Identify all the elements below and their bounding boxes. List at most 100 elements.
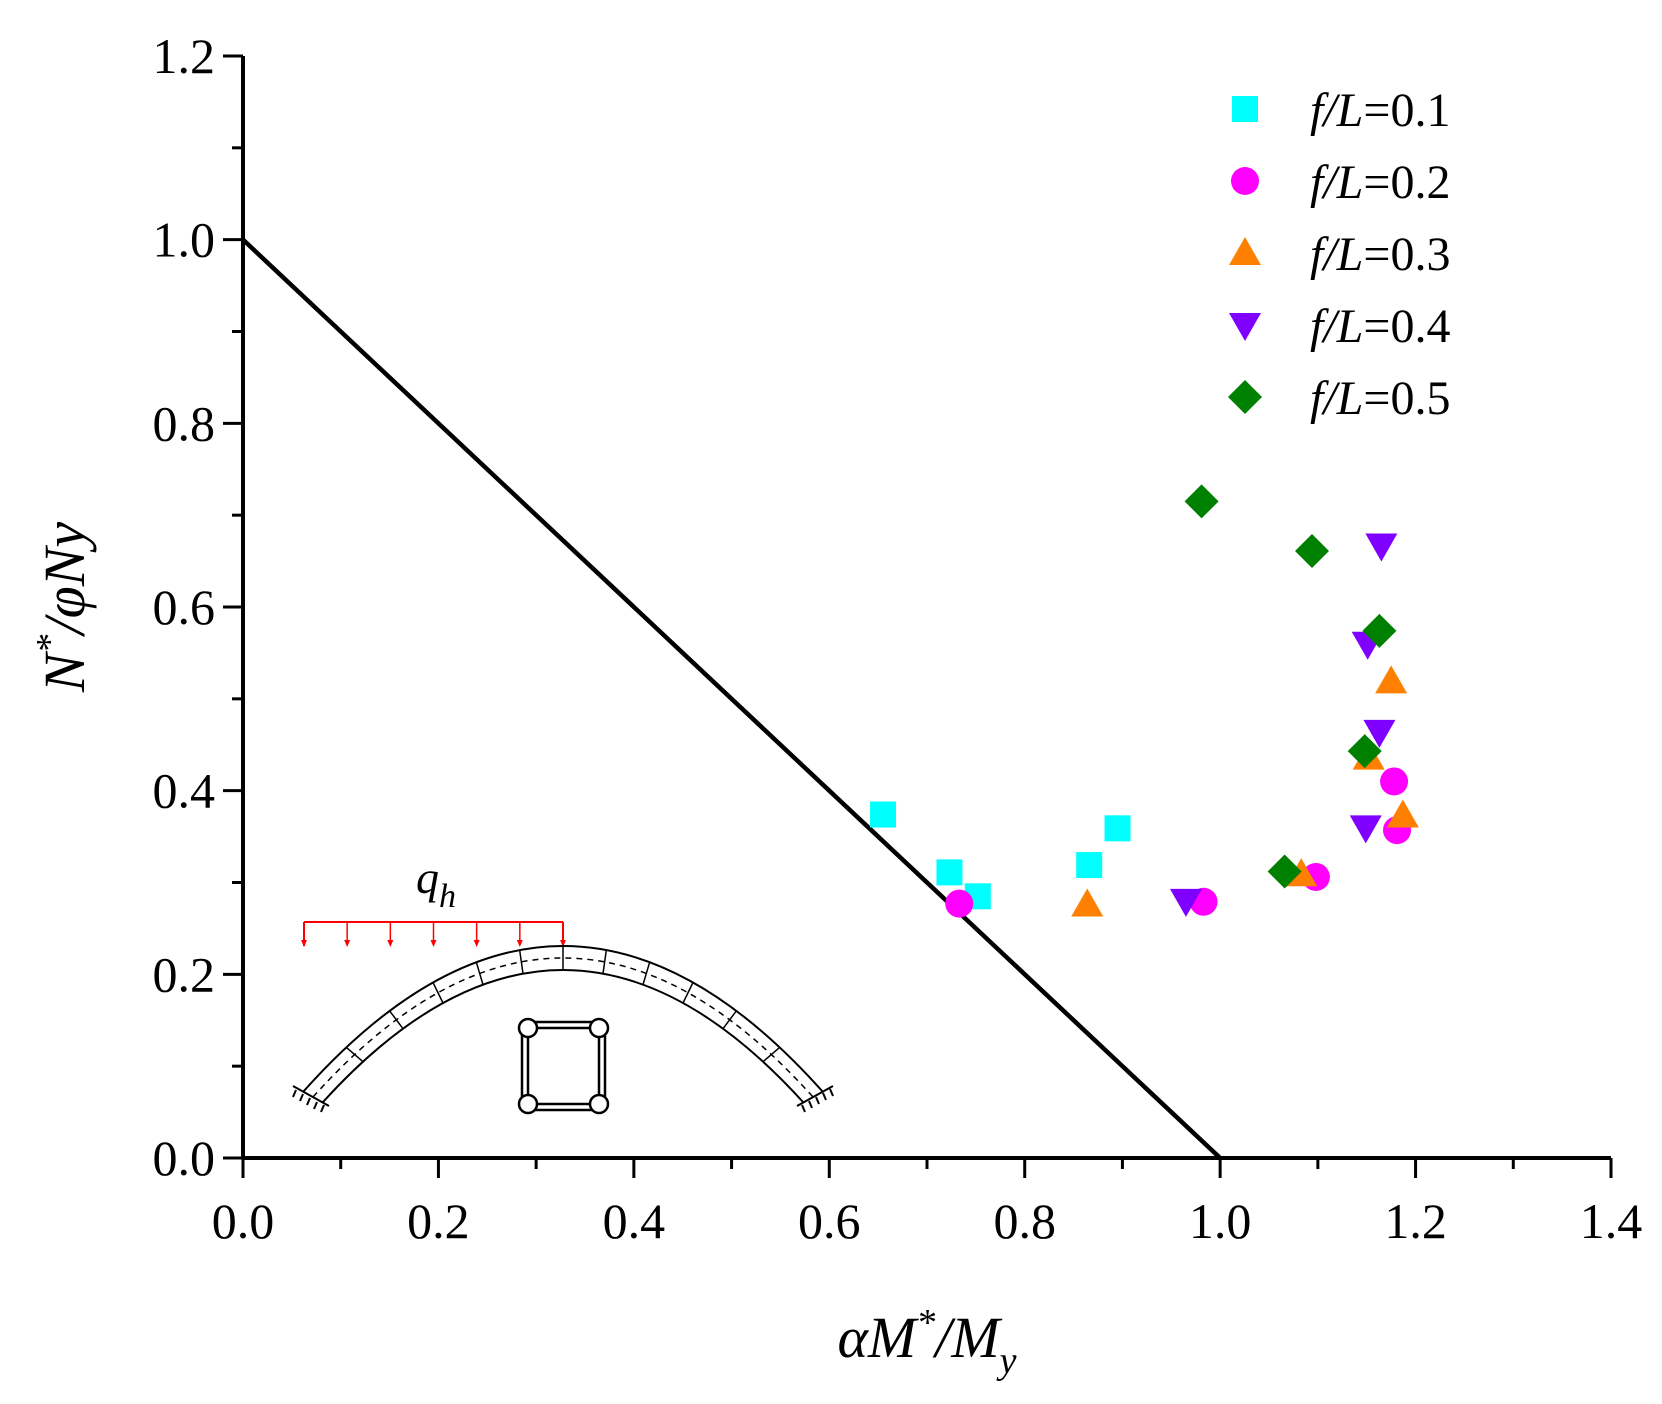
- load-arrowhead: [387, 940, 394, 947]
- x-title-sup: *: [916, 1302, 935, 1344]
- x-tick-label: 1.4: [1580, 1193, 1643, 1249]
- y-title-prefix: N: [32, 650, 97, 693]
- legend-label: f/L=0.2: [1310, 156, 1450, 209]
- y-tick-label: 0.4: [153, 763, 216, 819]
- legend-item: f/L=0.5: [1228, 372, 1450, 425]
- x-tick-label: 0.2: [407, 1193, 470, 1249]
- y-title-suffix: /φNy: [32, 522, 97, 638]
- chord-tube: [517, 1093, 539, 1115]
- series-layer: [870, 484, 1419, 918]
- x-tick-label: 0.6: [798, 1193, 861, 1249]
- load-label: qh: [416, 852, 456, 915]
- arch-segment: [475, 962, 484, 985]
- data-point: [1267, 854, 1302, 889]
- legend-item: f/L=0.2: [1231, 156, 1450, 209]
- legend-marker: [1229, 313, 1261, 341]
- legend-marker: [1229, 237, 1261, 265]
- chord-tube: [517, 1017, 539, 1039]
- y-tick-label: 0.8: [153, 395, 216, 451]
- series-square: [870, 801, 1131, 910]
- data-point: [1071, 888, 1104, 917]
- y-tick-label: 0.2: [153, 946, 216, 1002]
- data-point: [945, 889, 974, 918]
- distributed-load: [301, 921, 566, 947]
- arch-segment: [722, 1010, 737, 1030]
- y-title-sup: *: [29, 634, 71, 653]
- arch-segment: [762, 1046, 781, 1063]
- x-ticks: 0.0 0.2 0.4 0.6 0.8 1.0 1.2 1.4: [212, 1158, 1643, 1249]
- x-tick-label: 0.4: [603, 1193, 666, 1249]
- legend-label: f/L=0.1: [1310, 84, 1450, 137]
- data-point: [1104, 815, 1131, 842]
- arch-segment: [432, 982, 444, 1004]
- chord-tube: [588, 1093, 610, 1115]
- interaction-reference-line: [241, 238, 1222, 1160]
- load-arrowhead: [301, 940, 307, 947]
- data-point: [1363, 719, 1396, 748]
- arch-segment: [345, 1046, 364, 1063]
- legend-item: f/L=0.4: [1229, 300, 1450, 353]
- y-tick-label: 0.0: [153, 1130, 216, 1186]
- data-point: [1169, 888, 1202, 917]
- data-point: [1076, 852, 1103, 879]
- x-title-sub: y: [996, 1340, 1017, 1382]
- legend-marker: [1228, 380, 1262, 414]
- arch-inner-edge: [322, 969, 804, 1103]
- data-point: [1347, 734, 1382, 769]
- legend-marker: [1231, 167, 1259, 195]
- series-triangle-down: [1169, 533, 1398, 917]
- y-tick-label: 1.0: [153, 212, 216, 268]
- load-label-main: q: [416, 852, 439, 903]
- legend-label: f/L=0.5: [1310, 372, 1450, 425]
- load-arrowhead: [560, 940, 566, 947]
- arch-segment: [682, 982, 694, 1004]
- legend-item: f/L=0.1: [1232, 84, 1450, 137]
- arch-segment: [602, 949, 608, 974]
- legend-label: f/L=0.3: [1310, 228, 1450, 281]
- data-point: [870, 801, 897, 828]
- data-point: [1380, 767, 1409, 796]
- load-arrowhead: [516, 940, 523, 947]
- arch-segment: [389, 1010, 404, 1030]
- x-axis-title: αM*/My: [837, 1302, 1016, 1382]
- data-point: [1375, 665, 1408, 694]
- arch-segment-lines: [345, 946, 781, 1063]
- series-diamond: [1184, 484, 1397, 889]
- arch-inset-diagram: qh: [292, 852, 834, 1115]
- x-tick-label: 0.8: [993, 1193, 1056, 1249]
- legend-label: f/L=0.4: [1310, 300, 1450, 353]
- data-point: [1294, 533, 1329, 568]
- legend-marker: [1232, 96, 1258, 122]
- arch: [302, 945, 824, 1103]
- load-arrowhead: [344, 940, 351, 947]
- box-cross-section: [517, 1017, 610, 1115]
- y-tick-label: 1.2: [153, 28, 216, 84]
- y-tick-label: 0.6: [153, 579, 216, 635]
- data-point: [936, 859, 963, 886]
- chord-tube: [588, 1017, 610, 1039]
- x-tick-label: 0.0: [212, 1193, 275, 1249]
- x-title-mid: /M: [932, 1305, 1002, 1370]
- load-arrowhead: [430, 940, 437, 947]
- x-tick-label: 1.2: [1384, 1193, 1447, 1249]
- data-point: [1386, 799, 1419, 828]
- x-tick-label: 1.0: [1189, 1193, 1252, 1249]
- data-point: [1362, 613, 1397, 648]
- load-label-sub: h: [439, 878, 456, 915]
- arch-segment: [518, 949, 524, 974]
- arch-segment: [642, 962, 651, 985]
- legend-item: f/L=0.3: [1229, 228, 1450, 281]
- y-ticks: 0.0 0.2 0.4 0.6 0.8 1.0 1.2: [153, 28, 243, 1186]
- load-arrows: [301, 922, 566, 947]
- series-triangle-up: [1071, 665, 1419, 917]
- right-fixed-support: [796, 1085, 834, 1113]
- data-point: [1184, 484, 1219, 519]
- y-axis-title: N*/φNy: [29, 522, 97, 694]
- left-fixed-support: [292, 1085, 330, 1113]
- data-point: [1349, 815, 1382, 844]
- legend: f/L=0.1 f/L=0.2 f/L=0.3 f/L=0.4 f/L=0.5: [1228, 84, 1450, 425]
- load-arrowhead: [473, 940, 480, 947]
- data-point: [1365, 533, 1398, 562]
- x-title-prefix: αM: [837, 1305, 918, 1370]
